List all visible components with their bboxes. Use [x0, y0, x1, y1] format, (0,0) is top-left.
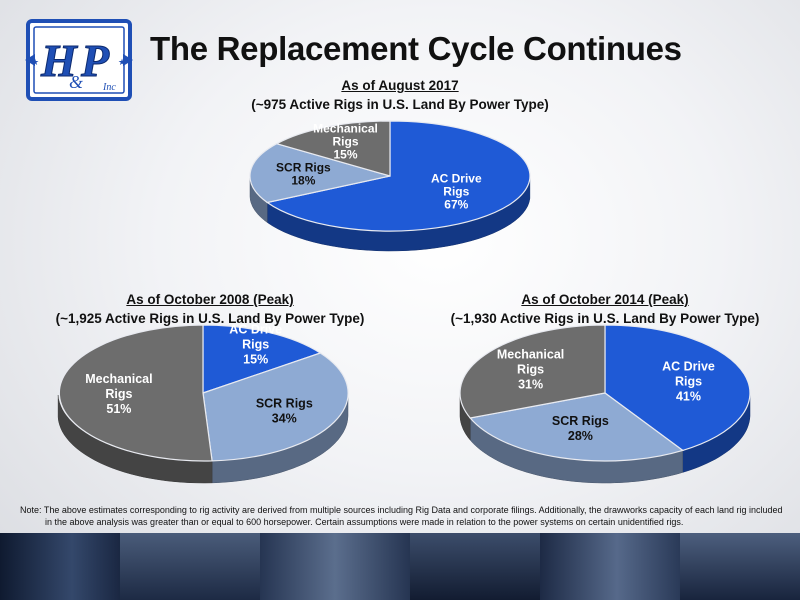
- pie-label-percent: 41%: [676, 390, 701, 404]
- pie-label-category: AC Drive: [662, 360, 715, 374]
- pie-label-category: Mechanical: [497, 347, 564, 361]
- pie-slice-mechanical-rigs: [459, 324, 606, 419]
- pie-label-percent: 51%: [106, 402, 131, 416]
- footer-panel: [120, 533, 260, 600]
- footer-panel: [0, 533, 120, 600]
- pie-label-percent: 15%: [333, 148, 357, 162]
- svg-text:★: ★: [31, 57, 39, 67]
- chart-3-subtitle: (~1,930 Active Rigs in U.S. Land By Powe…: [450, 311, 760, 326]
- pie-label-percent: 28%: [568, 429, 593, 443]
- logo-letter-p: P: [80, 35, 110, 86]
- pie-label-category: Mechanical: [85, 372, 152, 386]
- chart-1-subtitle: (~975 Active Rigs in U.S. Land By Power …: [251, 97, 549, 112]
- chart-2-subtitle: (~1,925 Active Rigs in U.S. Land By Powe…: [55, 311, 365, 326]
- pie-label-category: Mechanical: [313, 122, 378, 136]
- pie-label-percent: 67%: [444, 197, 468, 211]
- pie-label-percent: 18%: [291, 173, 315, 187]
- footnote: Note: The above estimates corresponding …: [20, 505, 790, 528]
- footer-panel: [680, 533, 800, 600]
- pie-slice-scr-rigs: [469, 392, 685, 462]
- footer-panel: [260, 533, 410, 600]
- pie-label-category: Rigs: [242, 338, 269, 352]
- footnote-line-2: in the above analysis was greater than o…: [45, 516, 684, 527]
- pie-label-category: SCR Rigs: [256, 397, 313, 411]
- company-logo: ★ ★ H P & Inc: [25, 18, 133, 102]
- pie-label-category: AC Drive: [431, 171, 482, 185]
- chart-3-heading: As of October 2014 (Peak) (~1,930 Active…: [405, 290, 800, 328]
- page-title: The Replacement Cycle Continues: [150, 30, 682, 67]
- logo-letter-h: H: [40, 35, 78, 86]
- pie-label-category: Rigs: [675, 375, 702, 389]
- footnote-line-1: Note: The above estimates corresponding …: [20, 505, 783, 515]
- pie-label-category: Rigs: [332, 135, 358, 149]
- pie-label-category: Rigs: [443, 184, 469, 198]
- pie-slice-ac-drive-rigs: [265, 120, 531, 232]
- svg-text:★: ★: [118, 57, 126, 67]
- footer-panel: [540, 533, 680, 600]
- pie-label-category: Rigs: [105, 387, 132, 401]
- pie-label-category: SCR Rigs: [552, 414, 609, 428]
- pie-slices: [249, 120, 531, 232]
- pie-slices: [58, 324, 349, 462]
- logo-ampersand: &: [69, 72, 83, 92]
- pie-label-percent: 31%: [518, 377, 543, 391]
- footer-photo-strip: [0, 533, 800, 600]
- chart-2-heading: As of October 2008 (Peak) (~1,925 Active…: [10, 290, 410, 328]
- pie-slices: [459, 324, 751, 462]
- pie-slice-mechanical-rigs: [275, 120, 391, 177]
- pie-label-percent: 34%: [272, 412, 297, 426]
- pie-label-category: Rigs: [517, 362, 544, 376]
- chart-1-heading: As of August 2017 (~975 Active Rigs in U…: [200, 76, 600, 114]
- pie-label-percent: 15%: [243, 353, 268, 367]
- logo-graphic: ★ ★ H P & Inc: [25, 19, 133, 101]
- pie-label-category: SCR Rigs: [276, 160, 331, 174]
- pie-slice-ac-drive-rigs: [202, 324, 322, 394]
- logo-inc: Inc: [102, 82, 116, 93]
- pie-slice-scr-rigs: [202, 352, 349, 462]
- chart-1-title: As of August 2017: [341, 78, 459, 93]
- pie-label-category: AC Drive: [229, 323, 282, 337]
- chart-3-title: As of October 2014 (Peak): [521, 292, 689, 307]
- pie-slice-mechanical-rigs: [58, 324, 213, 462]
- footer-panel: [410, 533, 540, 600]
- chart-2-title: As of October 2008 (Peak): [126, 292, 294, 307]
- pie-slice-scr-rigs: [249, 143, 391, 204]
